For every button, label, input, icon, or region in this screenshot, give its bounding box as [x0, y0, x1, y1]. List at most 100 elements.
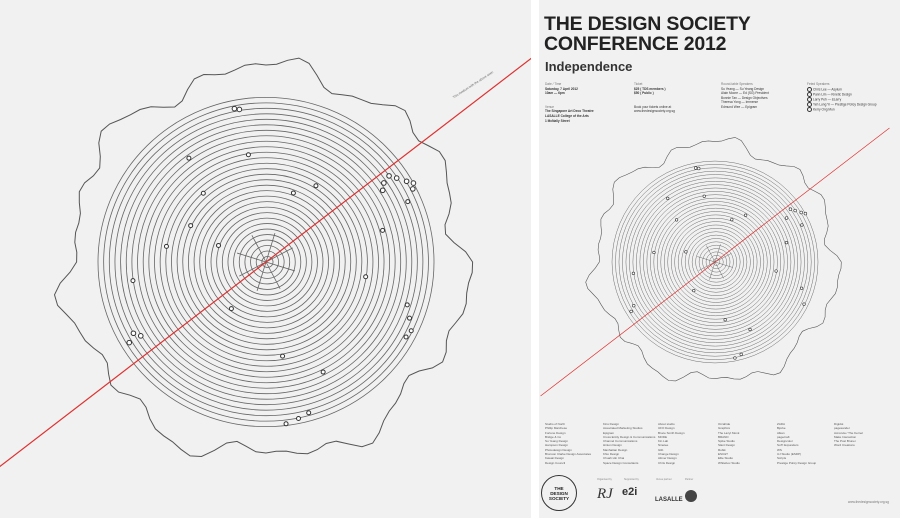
- ring-marker: [386, 173, 392, 179]
- tree-ring: [712, 258, 721, 266]
- sponsor-name: Alkan: [777, 430, 785, 435]
- center-spoke: [697, 256, 716, 263]
- tree-ring: [204, 201, 329, 323]
- date-line2: 10am — 6pm: [545, 91, 565, 96]
- sponsor-name: Bridge & Co: [545, 434, 562, 439]
- ring-marker: [130, 330, 137, 337]
- e2i-logo: e2i: [622, 486, 638, 498]
- sponsor-name: Spike Studio: [718, 439, 735, 444]
- ring-marker: [693, 166, 698, 170]
- center-spoke: [709, 261, 716, 280]
- tree-ring: [653, 201, 778, 323]
- center-spoke: [714, 253, 732, 263]
- sponsor-column: About studio UFO Design Bruce Smith Design…: [658, 422, 685, 465]
- ring-marker: [674, 218, 679, 222]
- sponsor-name: Kin Lab: [658, 439, 669, 444]
- tree-ring: [691, 238, 741, 286]
- sponsor-name: WS: [777, 447, 782, 452]
- sponsor-name: Chris Design: [658, 460, 676, 465]
- sponsor-name: pagecraft: [777, 434, 790, 439]
- tree-ring: [103, 102, 429, 422]
- tree-ring: [216, 212, 318, 312]
- sponsor-name: UJ Studio (ESDP): [777, 452, 802, 457]
- ring-marker: [723, 318, 727, 322]
- ring-marker: [788, 207, 793, 211]
- sponsor-name: Kawaii Design: [545, 456, 565, 461]
- tree-ring: [154, 151, 379, 373]
- sponsor-name: Make Interaction: [834, 434, 857, 439]
- tree-ring: [137, 135, 396, 389]
- tree-ring: [193, 190, 341, 334]
- ring-marker: [632, 303, 636, 308]
- ring-marker: [408, 328, 414, 334]
- ring-marker: [784, 216, 789, 220]
- tree-ring: [187, 184, 346, 340]
- tree-ring: [688, 234, 744, 290]
- venue-line2: LASALLE College of the Arts: [545, 113, 589, 118]
- sponsor-column: Studio of North Phillip Marchese Fortune D…: [545, 422, 591, 465]
- sponsor-name: Ellie Studio: [718, 456, 734, 461]
- sponsor-name: Bronson Clarke Design Associates: [545, 452, 592, 457]
- sponsor-name: MODE: [658, 434, 667, 439]
- ring-marker: [200, 190, 206, 196]
- sponsor-name: Graphics: [718, 426, 731, 431]
- tree-ring: [674, 221, 758, 303]
- ring-marker: [379, 187, 386, 194]
- sponsor-name: Ninetee: [658, 443, 669, 448]
- center-spoke: [239, 261, 267, 277]
- sponsor-name: Orcahide: [718, 422, 731, 426]
- center-spoke: [698, 261, 716, 271]
- sponsor-name: Glib: [658, 447, 664, 452]
- tree-ring: [233, 228, 302, 296]
- center-spoke: [706, 245, 716, 263]
- tree-ring: [660, 207, 771, 317]
- center-spoke: [714, 261, 733, 268]
- ring-marker: [404, 302, 410, 308]
- sponsor-name: Bruce Smith Design: [658, 430, 685, 435]
- red-axis-line: [540, 127, 890, 397]
- ticket-website[interactable]: www.thedesignsociety.org.sg: [634, 109, 675, 114]
- tree-ring: [255, 250, 279, 274]
- tree-ring: [142, 140, 390, 384]
- tree-ring: [670, 218, 761, 306]
- sponsor-column: Digidot pagesander Acrocula / The Kernel Ma…: [834, 422, 863, 448]
- footer-website[interactable]: www.thedesignsociety.org.sg: [848, 500, 889, 504]
- sponsor-name: About studio: [658, 422, 675, 426]
- sponsor-name: Chuah Hin Chai: [603, 456, 625, 461]
- sponsor-name: Epigram: [603, 430, 615, 435]
- tree-ring: [221, 217, 313, 307]
- ring-marker: [403, 334, 409, 340]
- tree-ring: [698, 244, 734, 280]
- tree-ring: [702, 248, 731, 276]
- ring-marker: [231, 105, 238, 112]
- tree-ring: [650, 197, 782, 327]
- ring-marker: [730, 218, 734, 222]
- center-spoke: [714, 261, 724, 279]
- ring-marker: [186, 155, 192, 161]
- sponsor-name: The Lazyt Monk: [718, 430, 740, 435]
- ring-marker: [652, 250, 656, 255]
- featured-speaker: Chris Lee — Asylum: [807, 86, 877, 92]
- tree-ring: [618, 167, 812, 357]
- center-spoke: [256, 261, 267, 292]
- ticket-label: Ticket: [634, 82, 643, 86]
- tree-ring: [611, 160, 819, 364]
- ring-marker: [126, 339, 133, 346]
- featured-speaker: Kerry Ong Mun: [807, 106, 877, 112]
- ring-marker: [631, 271, 636, 275]
- roundtable-column: Round-table Speakers Su Yeang — Su Yeang…: [721, 82, 769, 110]
- tree-ring: [148, 146, 385, 378]
- sponsor-name: ESC&T: [718, 452, 729, 457]
- sponsor-name: pagesander: [834, 426, 850, 431]
- ring-marker: [800, 223, 804, 227]
- tree-ring: [629, 177, 802, 347]
- sponsor-name: ZADA: [777, 422, 786, 426]
- venue-line3: 1 McNally Street: [545, 118, 570, 123]
- poster-title-line2: CONFERENCE 2012: [544, 33, 727, 55]
- sponsor-column: ZADA Bjorke Alkan pagecraft Designcolor SoTI …: [777, 422, 816, 465]
- ring-marker: [799, 286, 804, 290]
- rj-logo: RJ: [597, 486, 613, 502]
- ring-marker: [290, 190, 296, 196]
- center-spoke: [265, 247, 293, 263]
- tree-ring: [120, 118, 413, 406]
